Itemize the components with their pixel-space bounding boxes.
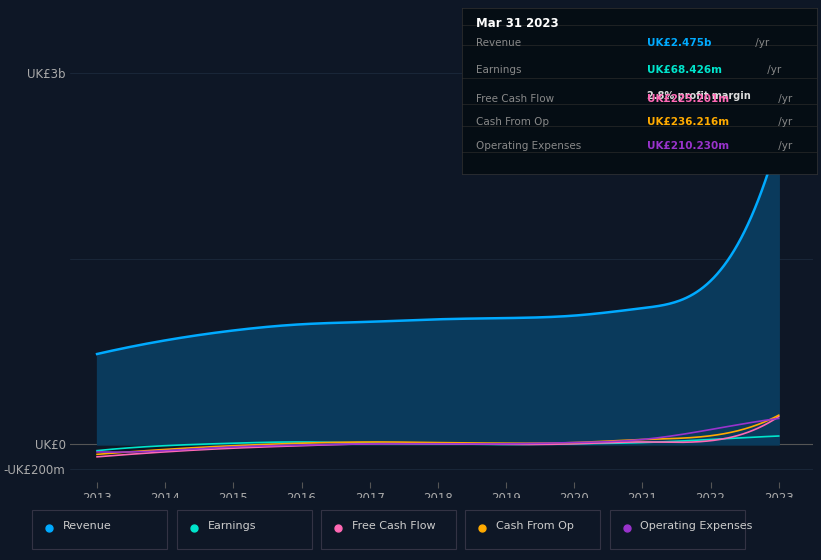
FancyBboxPatch shape xyxy=(177,510,312,549)
Text: Mar 31 2023: Mar 31 2023 xyxy=(476,17,559,30)
Text: /yr: /yr xyxy=(775,94,792,104)
Text: UK£236.216m: UK£236.216m xyxy=(647,118,729,128)
Text: Earnings: Earnings xyxy=(208,521,256,531)
Text: 2.8% profit margin: 2.8% profit margin xyxy=(647,91,750,101)
Text: /yr: /yr xyxy=(775,141,792,151)
Text: /yr: /yr xyxy=(752,38,769,48)
Text: Cash From Op: Cash From Op xyxy=(496,521,574,531)
Text: /yr: /yr xyxy=(764,64,781,74)
Text: Free Cash Flow: Free Cash Flow xyxy=(476,94,554,104)
FancyBboxPatch shape xyxy=(610,510,745,549)
Text: Operating Expenses: Operating Expenses xyxy=(640,521,753,531)
Text: Earnings: Earnings xyxy=(476,64,522,74)
FancyBboxPatch shape xyxy=(32,510,167,549)
Text: UK£68.426m: UK£68.426m xyxy=(647,64,722,74)
Text: /yr: /yr xyxy=(775,118,792,128)
FancyBboxPatch shape xyxy=(321,510,456,549)
Text: UK£225.201m: UK£225.201m xyxy=(647,94,729,104)
Text: Cash From Op: Cash From Op xyxy=(476,118,549,128)
Text: Free Cash Flow: Free Cash Flow xyxy=(352,521,435,531)
Text: Revenue: Revenue xyxy=(63,521,112,531)
Text: Operating Expenses: Operating Expenses xyxy=(476,141,581,151)
FancyBboxPatch shape xyxy=(466,510,600,549)
Text: UK£2.475b: UK£2.475b xyxy=(647,38,711,48)
Text: UK£210.230m: UK£210.230m xyxy=(647,141,729,151)
Text: Revenue: Revenue xyxy=(476,38,521,48)
